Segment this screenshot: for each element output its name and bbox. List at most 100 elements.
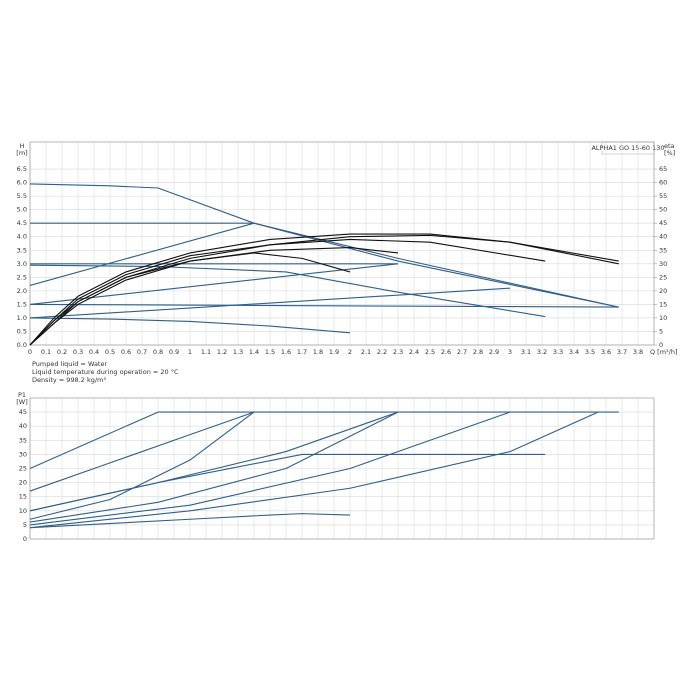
x-tick-label: 2.9 [489, 348, 499, 356]
y2-tick-label: 20 [659, 287, 667, 295]
y-tick-label: 20 [19, 479, 27, 487]
x-tick-label: 2.8 [473, 348, 483, 356]
y-axis-unit: [W] [16, 398, 28, 406]
curve [29, 411, 599, 529]
y-axis-label: P1 [18, 391, 26, 399]
y-tick-label: 0.0 [17, 341, 27, 349]
y-tick-label: 35 [19, 436, 27, 444]
y-axis-label: H [20, 142, 25, 150]
y2-tick-label: 55 [659, 192, 667, 200]
y-tick-label: 15 [19, 493, 27, 501]
curve [29, 252, 351, 346]
y2-tick-label: 10 [659, 314, 667, 322]
curve [29, 303, 619, 308]
x-tick-label: 0.5 [105, 348, 115, 356]
curve [29, 411, 619, 470]
curve [29, 222, 255, 286]
x-tick-label: 3.8 [633, 348, 643, 356]
y-tick-label: 4.0 [17, 233, 27, 241]
x-tick-label: 3.5 [585, 348, 595, 356]
y-tick-label: 1.5 [17, 300, 27, 308]
y-tick-label: 0 [23, 535, 27, 543]
curve [29, 287, 511, 319]
x-tick-label: 2.5 [425, 348, 435, 356]
x-tick-label: 0 [28, 348, 32, 356]
y-tick-label: 30 [19, 450, 27, 458]
y2-axis-label: eta [664, 142, 675, 150]
y2-tick-label: 15 [659, 300, 667, 308]
y-tick-label: 3.5 [17, 246, 27, 254]
x-tick-label: 2.1 [361, 348, 371, 356]
y2-tick-label: 40 [659, 233, 667, 241]
x-tick-label: 3.7 [617, 348, 627, 356]
y-tick-label: 25 [19, 465, 27, 473]
curve [29, 317, 351, 334]
curve [29, 411, 511, 526]
x-tick-label: 1.3 [233, 348, 243, 356]
x-tick-label: 3.2 [537, 348, 547, 356]
curve [29, 411, 255, 492]
x-tick-label: 1.8 [313, 348, 323, 356]
y2-tick-label: 30 [659, 260, 667, 268]
curve [29, 453, 546, 512]
model-label: ALPHA1 GO 15-60 130 [591, 144, 664, 152]
curve [29, 411, 399, 523]
y2-tick-label: 35 [659, 246, 667, 254]
x-tick-label: 2.6 [441, 348, 451, 356]
x-tick-label: 0.6 [121, 348, 131, 356]
x-tick-label: 1.2 [217, 348, 227, 356]
y-tick-label: 40 [19, 422, 27, 430]
curve [29, 411, 399, 512]
note: Pumped liquid = Water [32, 360, 107, 368]
x-tick-label: 1.6 [281, 348, 291, 356]
y-axis-unit: [m] [16, 149, 27, 157]
curve [29, 411, 255, 520]
note: Liquid temperature during operation = 20… [32, 368, 179, 376]
y-tick-label: 0.5 [17, 327, 27, 335]
x-tick-label: 0.7 [137, 348, 147, 356]
x-tick-label: 3.3 [553, 348, 563, 356]
x-tick-label: 2.7 [457, 348, 467, 356]
x-tick-label: 1 [188, 348, 192, 356]
x-tick-label: 3.6 [601, 348, 611, 356]
x-tick-label: 0.3 [73, 348, 83, 356]
x-tick-label: 1.9 [329, 348, 339, 356]
plot-frame [29, 141, 655, 346]
y-tick-label: 6.5 [17, 165, 27, 173]
curve [29, 513, 351, 529]
y-tick-label: 2.0 [17, 287, 27, 295]
x-tick-label: 2.2 [377, 348, 387, 356]
y-tick-label: 45 [19, 408, 27, 416]
y-tick-label: 1.0 [17, 314, 27, 322]
y-tick-label: 4.5 [17, 219, 27, 227]
x-tick-label: 1.4 [249, 348, 259, 356]
x-tick-label: 0.2 [57, 348, 67, 356]
x-tick-label: 2.3 [393, 348, 403, 356]
x-tick-label: 0.8 [153, 348, 163, 356]
x-tick-label: 1.1 [201, 348, 211, 356]
curve [29, 183, 619, 308]
curve [29, 234, 619, 346]
x-tick-label: 1.7 [297, 348, 307, 356]
x-tick-label: 0.9 [169, 348, 179, 356]
y2-tick-label: 65 [659, 165, 667, 173]
y2-tick-label: 45 [659, 219, 667, 227]
y-tick-label: 5 [23, 521, 27, 529]
curve [29, 264, 546, 318]
y-tick-label: 10 [19, 507, 27, 515]
x-tick-label: 2.4 [409, 348, 419, 356]
curve [29, 233, 619, 346]
x-tick-label: 0.4 [89, 348, 99, 356]
y2-tick-label: 0 [659, 341, 663, 349]
x-tick-label: 3.4 [569, 348, 579, 356]
note: Density = 998.2 kg/m³ [32, 376, 106, 384]
x-tick-label: 1.5 [265, 348, 275, 356]
y-tick-label: 3.0 [17, 260, 27, 268]
y2-axis-unit: [%] [664, 149, 675, 157]
x-tick-label: 3.1 [521, 348, 531, 356]
x-axis-label: Q [m³/h] [650, 348, 678, 356]
y-tick-label: 5.0 [17, 206, 27, 214]
x-tick-label: 3 [508, 348, 512, 356]
x-tick-label: 2 [348, 348, 352, 356]
